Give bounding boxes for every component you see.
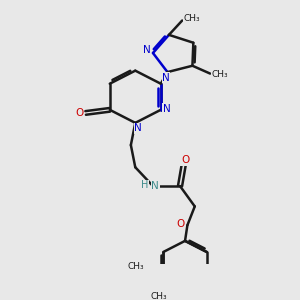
Text: CH₃: CH₃: [211, 70, 228, 80]
Text: N: N: [142, 45, 150, 56]
Text: O: O: [181, 155, 189, 166]
Text: N: N: [163, 103, 170, 113]
Text: CH₃: CH₃: [151, 292, 167, 300]
Text: CH₃: CH₃: [128, 262, 144, 271]
Text: N: N: [162, 73, 170, 83]
Text: CH₃: CH₃: [183, 14, 200, 23]
Text: O: O: [75, 108, 83, 118]
Text: N: N: [152, 181, 159, 191]
Text: O: O: [176, 219, 184, 229]
Text: H: H: [141, 180, 148, 190]
Text: N: N: [134, 123, 142, 133]
